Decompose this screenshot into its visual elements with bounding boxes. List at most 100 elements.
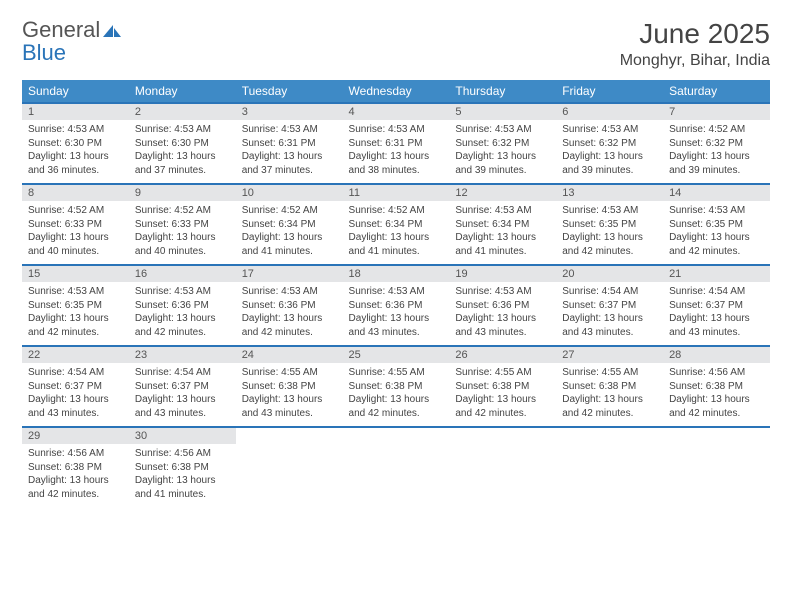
day-details: Sunrise: 4:52 AMSunset: 6:33 PMDaylight:… [129,201,236,264]
calendar-cell: 12Sunrise: 4:53 AMSunset: 6:34 PMDayligh… [449,184,556,265]
day-details: Sunrise: 4:53 AMSunset: 6:34 PMDaylight:… [449,201,556,264]
calendar-cell: 9Sunrise: 4:52 AMSunset: 6:33 PMDaylight… [129,184,236,265]
calendar-cell-empty: . [556,427,663,507]
weekday-header: Sunday [22,80,129,103]
day-details: Sunrise: 4:55 AMSunset: 6:38 PMDaylight:… [556,363,663,426]
day-number: 8 [22,185,129,201]
calendar-cell: 25Sunrise: 4:55 AMSunset: 6:38 PMDayligh… [343,346,450,427]
day-number: 3 [236,104,343,120]
calendar-table: Sunday Monday Tuesday Wednesday Thursday… [22,80,770,507]
calendar-cell-empty: . [236,427,343,507]
day-details: Sunrise: 4:53 AMSunset: 6:32 PMDaylight:… [449,120,556,183]
calendar-cell: 26Sunrise: 4:55 AMSunset: 6:38 PMDayligh… [449,346,556,427]
calendar-row: 15Sunrise: 4:53 AMSunset: 6:35 PMDayligh… [22,265,770,346]
day-number: 26 [449,347,556,363]
day-number: 19 [449,266,556,282]
day-details: Sunrise: 4:53 AMSunset: 6:31 PMDaylight:… [236,120,343,183]
day-number: 4 [343,104,450,120]
day-number: 13 [556,185,663,201]
calendar-cell: 11Sunrise: 4:52 AMSunset: 6:34 PMDayligh… [343,184,450,265]
calendar-cell: 22Sunrise: 4:54 AMSunset: 6:37 PMDayligh… [22,346,129,427]
day-details: Sunrise: 4:54 AMSunset: 6:37 PMDaylight:… [22,363,129,426]
day-details: Sunrise: 4:55 AMSunset: 6:38 PMDaylight:… [343,363,450,426]
weekday-header: Tuesday [236,80,343,103]
day-number: 27 [556,347,663,363]
day-details: Sunrise: 4:53 AMSunset: 6:35 PMDaylight:… [556,201,663,264]
day-number: 10 [236,185,343,201]
day-number: 2 [129,104,236,120]
title-block: June 2025 Monghyr, Bihar, India [620,18,770,70]
day-details: Sunrise: 4:53 AMSunset: 6:36 PMDaylight:… [129,282,236,345]
day-number: 6 [556,104,663,120]
location-text: Monghyr, Bihar, India [620,52,770,70]
weekday-header-row: Sunday Monday Tuesday Wednesday Thursday… [22,80,770,103]
calendar-cell-empty: . [449,427,556,507]
day-number: 23 [129,347,236,363]
calendar-cell: 28Sunrise: 4:56 AMSunset: 6:38 PMDayligh… [663,346,770,427]
calendar-cell: 1Sunrise: 4:53 AMSunset: 6:30 PMDaylight… [22,103,129,184]
day-number: 17 [236,266,343,282]
calendar-cell: 17Sunrise: 4:53 AMSunset: 6:36 PMDayligh… [236,265,343,346]
weekday-header: Thursday [449,80,556,103]
weekday-header: Friday [556,80,663,103]
day-details: Sunrise: 4:53 AMSunset: 6:35 PMDaylight:… [22,282,129,345]
weekday-header: Saturday [663,80,770,103]
calendar-row: 29Sunrise: 4:56 AMSunset: 6:38 PMDayligh… [22,427,770,507]
day-number: 5 [449,104,556,120]
day-details: Sunrise: 4:53 AMSunset: 6:32 PMDaylight:… [556,120,663,183]
day-number: 18 [343,266,450,282]
calendar-cell: 23Sunrise: 4:54 AMSunset: 6:37 PMDayligh… [129,346,236,427]
calendar-cell: 4Sunrise: 4:53 AMSunset: 6:31 PMDaylight… [343,103,450,184]
day-details: Sunrise: 4:52 AMSunset: 6:32 PMDaylight:… [663,120,770,183]
day-details: Sunrise: 4:56 AMSunset: 6:38 PMDaylight:… [663,363,770,426]
calendar-cell: 20Sunrise: 4:54 AMSunset: 6:37 PMDayligh… [556,265,663,346]
day-details: Sunrise: 4:54 AMSunset: 6:37 PMDaylight:… [129,363,236,426]
calendar-cell: 5Sunrise: 4:53 AMSunset: 6:32 PMDaylight… [449,103,556,184]
calendar-cell: 6Sunrise: 4:53 AMSunset: 6:32 PMDaylight… [556,103,663,184]
day-details: Sunrise: 4:53 AMSunset: 6:35 PMDaylight:… [663,201,770,264]
day-number: 15 [22,266,129,282]
day-number: 30 [129,428,236,444]
calendar-cell: 18Sunrise: 4:53 AMSunset: 6:36 PMDayligh… [343,265,450,346]
day-details: Sunrise: 4:56 AMSunset: 6:38 PMDaylight:… [22,444,129,507]
weekday-header: Monday [129,80,236,103]
logo: GeneralBlue [22,18,122,64]
day-number: 29 [22,428,129,444]
day-number: 22 [22,347,129,363]
calendar-body: 1Sunrise: 4:53 AMSunset: 6:30 PMDaylight… [22,103,770,507]
day-number: 28 [663,347,770,363]
calendar-cell: 13Sunrise: 4:53 AMSunset: 6:35 PMDayligh… [556,184,663,265]
day-number: 7 [663,104,770,120]
day-details: Sunrise: 4:53 AMSunset: 6:36 PMDaylight:… [343,282,450,345]
calendar-cell: 21Sunrise: 4:54 AMSunset: 6:37 PMDayligh… [663,265,770,346]
calendar-cell: 27Sunrise: 4:55 AMSunset: 6:38 PMDayligh… [556,346,663,427]
day-number: 11 [343,185,450,201]
day-details: Sunrise: 4:54 AMSunset: 6:37 PMDaylight:… [663,282,770,345]
calendar-cell: 3Sunrise: 4:53 AMSunset: 6:31 PMDaylight… [236,103,343,184]
day-details: Sunrise: 4:55 AMSunset: 6:38 PMDaylight:… [236,363,343,426]
day-number: 20 [556,266,663,282]
month-title: June 2025 [620,18,770,50]
calendar-cell: 29Sunrise: 4:56 AMSunset: 6:38 PMDayligh… [22,427,129,507]
day-number: 12 [449,185,556,201]
day-details: Sunrise: 4:53 AMSunset: 6:30 PMDaylight:… [129,120,236,183]
calendar-cell: 19Sunrise: 4:53 AMSunset: 6:36 PMDayligh… [449,265,556,346]
day-details: Sunrise: 4:52 AMSunset: 6:34 PMDaylight:… [343,201,450,264]
day-number: 25 [343,347,450,363]
day-number: 14 [663,185,770,201]
calendar-cell: 14Sunrise: 4:53 AMSunset: 6:35 PMDayligh… [663,184,770,265]
calendar-cell: 15Sunrise: 4:53 AMSunset: 6:35 PMDayligh… [22,265,129,346]
day-details: Sunrise: 4:55 AMSunset: 6:38 PMDaylight:… [449,363,556,426]
calendar-cell: 7Sunrise: 4:52 AMSunset: 6:32 PMDaylight… [663,103,770,184]
day-details: Sunrise: 4:53 AMSunset: 6:36 PMDaylight:… [236,282,343,345]
day-details: Sunrise: 4:53 AMSunset: 6:36 PMDaylight:… [449,282,556,345]
day-details: Sunrise: 4:56 AMSunset: 6:38 PMDaylight:… [129,444,236,507]
calendar-cell: 30Sunrise: 4:56 AMSunset: 6:38 PMDayligh… [129,427,236,507]
calendar-row: 1Sunrise: 4:53 AMSunset: 6:30 PMDaylight… [22,103,770,184]
page-header: GeneralBlue June 2025 Monghyr, Bihar, In… [22,18,770,70]
calendar-cell-empty: . [663,427,770,507]
calendar-cell-empty: . [343,427,450,507]
day-details: Sunrise: 4:53 AMSunset: 6:31 PMDaylight:… [343,120,450,183]
calendar-cell: 16Sunrise: 4:53 AMSunset: 6:36 PMDayligh… [129,265,236,346]
calendar-cell: 10Sunrise: 4:52 AMSunset: 6:34 PMDayligh… [236,184,343,265]
